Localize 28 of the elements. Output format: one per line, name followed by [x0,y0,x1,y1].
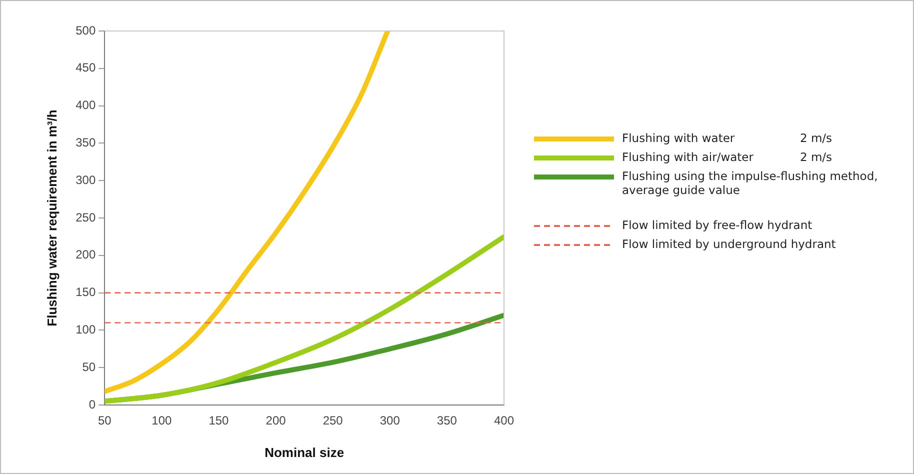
x-tick-label: 200 [266,414,286,428]
y-tick-label: 200 [76,248,96,262]
text: Flushing using the impulse-flushing method, average guide value [622,169,879,197]
y-tick-label: 300 [76,172,96,187]
y-tick-label: 100 [76,322,96,337]
text: 2 m/s [800,150,832,164]
y-axis-title: Flushing water requirement in m³/h [44,110,60,326]
legend-label: Flow limited by free-flow hydrant [622,218,814,232]
text: 2 m/s [800,131,832,145]
y-tick-label: 0 [88,397,96,412]
y-tick-label: 50 [82,360,96,374]
x-tick-label: 100 [152,414,172,428]
x-tick-label: 350 [436,414,458,428]
x-tick-label: 50 [98,414,112,428]
y-tick-label: 500 [76,23,96,38]
text: Flushing with air/water [622,150,754,164]
x-axis-title: Nominal size [264,444,344,460]
text: Flushing with water [622,131,736,145]
y-tick-label: 450 [76,60,96,75]
y-tick-label: 150 [76,285,96,300]
y-tick-label: 250 [76,210,96,224]
x-tick-label: 300 [380,414,400,428]
x-tick-label: 250 [322,414,344,428]
y-tick-label: 400 [76,98,96,112]
y-tick-label: 350 [76,136,96,150]
x-tick-label: 150 [208,414,230,428]
x-tick-label: 400 [494,414,514,428]
legend-label: Flow limited by underground hydrant [622,237,837,251]
